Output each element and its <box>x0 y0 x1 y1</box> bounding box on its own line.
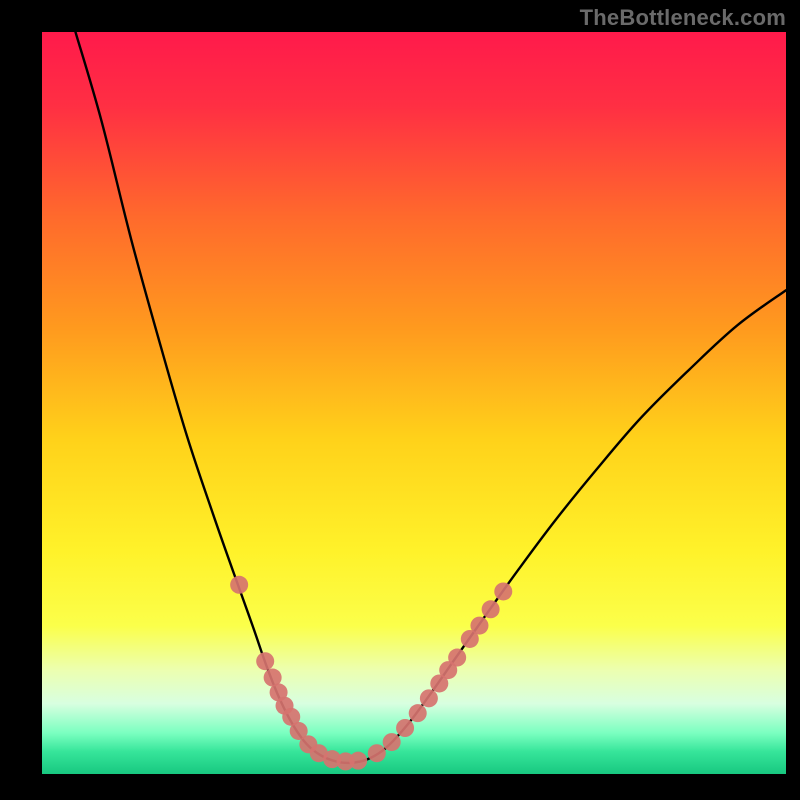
bead-marker <box>349 752 367 770</box>
bead-marker <box>482 600 500 618</box>
bead-marker <box>470 617 488 635</box>
bead-marker <box>230 576 248 594</box>
bead-marker <box>396 719 414 737</box>
plot-area <box>42 32 786 774</box>
bead-marker <box>368 744 386 762</box>
bead-marker <box>494 582 512 600</box>
bead-marker <box>409 704 427 722</box>
watermark-text: TheBottleneck.com <box>580 5 786 31</box>
bead-marker <box>448 649 466 667</box>
bead-marker <box>420 689 438 707</box>
chart-frame: TheBottleneck.com <box>0 0 800 800</box>
bead-marker <box>256 652 274 670</box>
gradient-background <box>42 32 786 774</box>
chart-svg <box>42 32 786 774</box>
bead-marker <box>383 733 401 751</box>
